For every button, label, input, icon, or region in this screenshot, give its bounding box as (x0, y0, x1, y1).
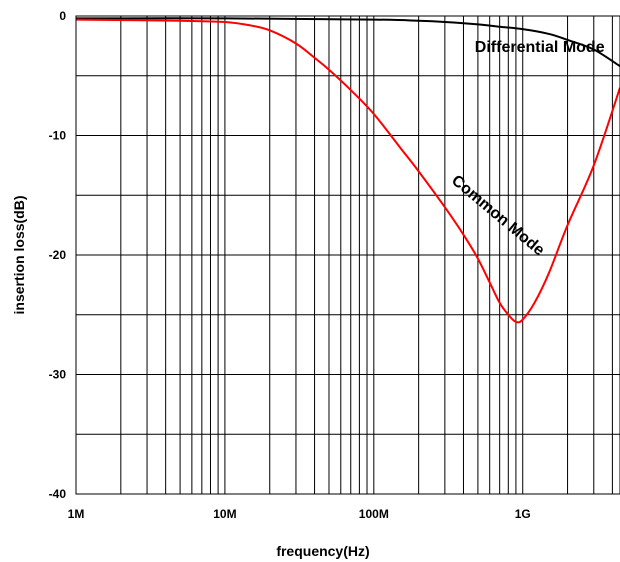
y-axis-title: insertion loss(dB) (11, 195, 27, 314)
x-axis-title: frequency(Hz) (276, 543, 369, 559)
y-tick-label: -20 (49, 248, 67, 262)
annotation-label: Differential Mode (475, 39, 605, 56)
x-tick-label: 10M (213, 507, 236, 521)
series-line-differential-mode (75, 17, 620, 68)
annotation-label: Common Mode (448, 172, 548, 259)
series-line-common-mode (75, 18, 620, 324)
y-tick-label: 0 (59, 9, 66, 23)
x-tick-label: 1M (68, 507, 85, 521)
y-tick-label: -40 (49, 487, 67, 501)
x-tick-label: 1G (515, 507, 531, 521)
grid (75, 15, 620, 495)
plot-frame (75, 15, 620, 495)
x-tick-label: 100M (359, 507, 389, 521)
y-tick-label: -30 (49, 368, 67, 382)
y-tick-label: -10 (49, 129, 67, 143)
tick-labels: 1M 10M 100M 1G 0 -10 -20 -30 -40 (49, 9, 531, 521)
annotations: Differential Mode Common Mode (448, 39, 605, 260)
series-layer (75, 17, 620, 324)
